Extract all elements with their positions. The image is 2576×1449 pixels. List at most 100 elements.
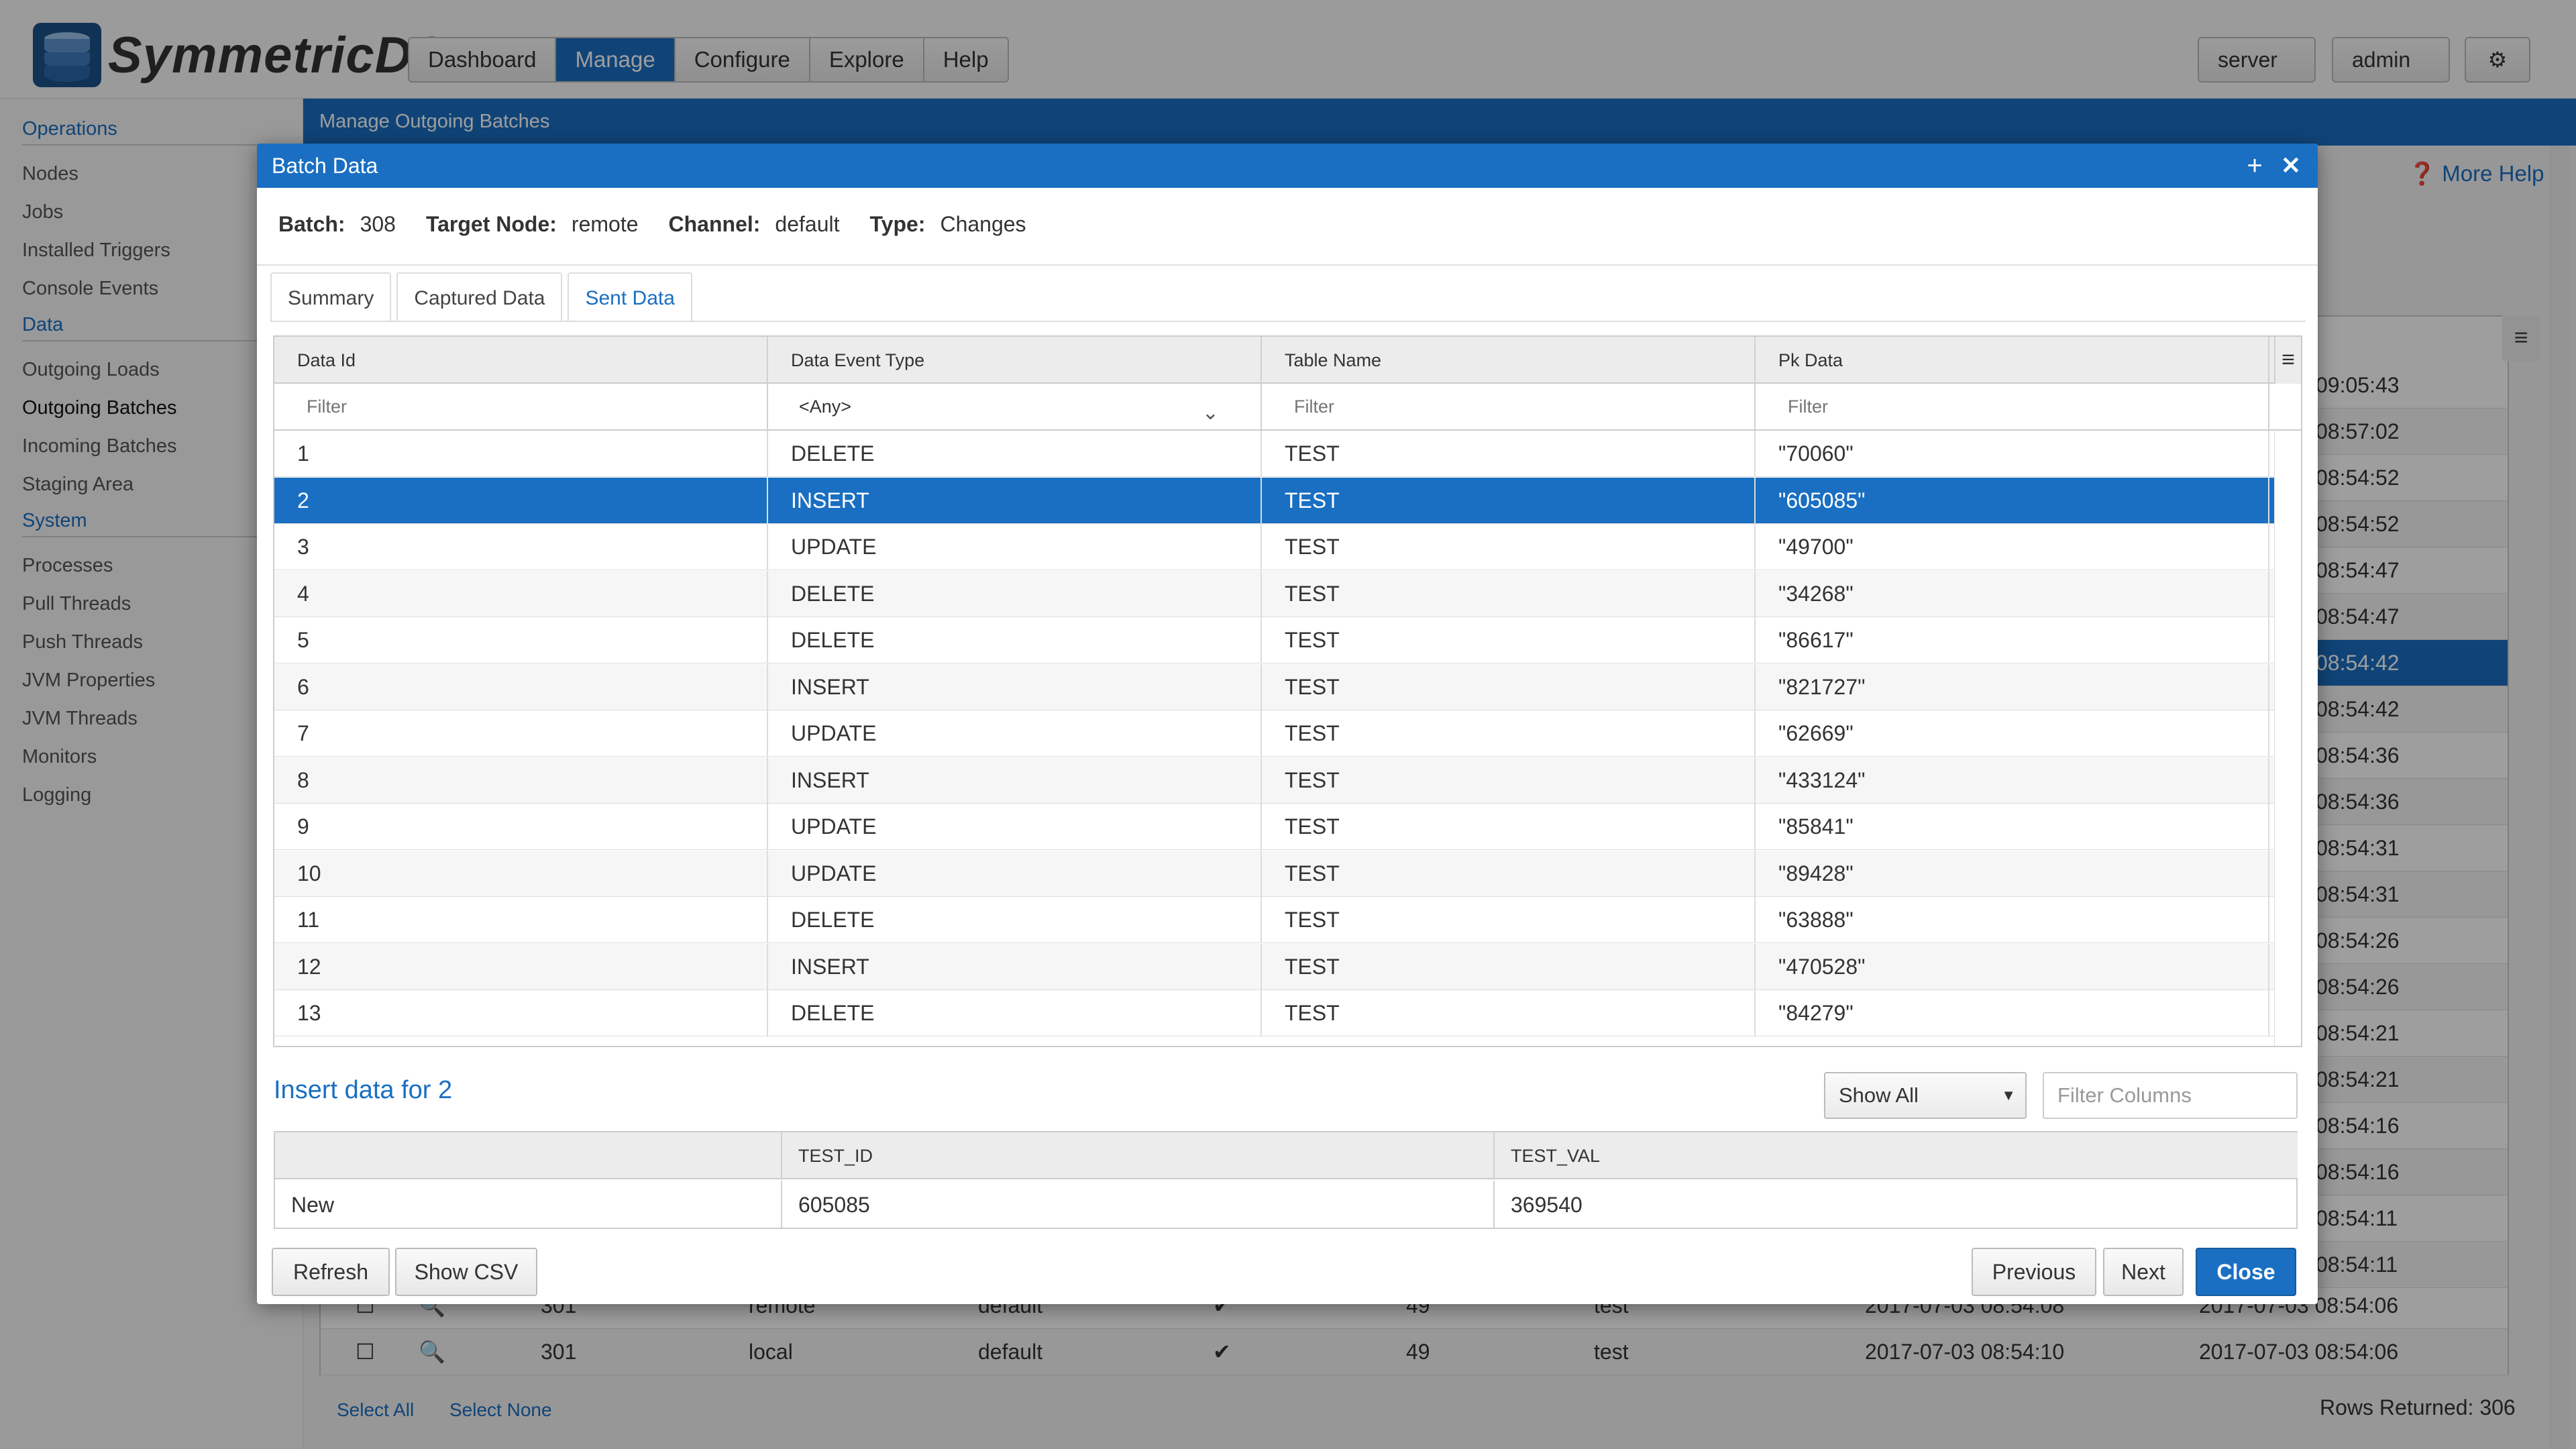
sidebar-item-console-events[interactable]: Console Events	[22, 278, 159, 299]
tab-captured-data[interactable]: Captured Data	[396, 272, 563, 322]
grid-header: Data Id Data Event Type Table Name Pk Da…	[274, 337, 2301, 384]
batch-cell: 301	[541, 1340, 577, 1364]
pk-data-cell: "63888"	[1756, 897, 2269, 943]
column-menu-icon[interactable]: ≡	[2274, 337, 2301, 384]
table-name-cell: TEST	[1262, 943, 1756, 990]
dialog-tabs: Summary Captured Data Sent Data	[270, 272, 698, 322]
select-all-link[interactable]: Select All	[337, 1399, 415, 1420]
table-row[interactable]: 2 INSERT TEST "605085"	[274, 477, 2287, 524]
table-name-cell: TEST	[1262, 617, 1756, 663]
channel-label: Channel:	[668, 212, 761, 236]
table-row[interactable]: 8 INSERT TEST "433124"	[274, 757, 2287, 804]
sidebar-item-nodes[interactable]: Nodes	[22, 163, 78, 184]
grid-scrollbar[interactable]	[2274, 431, 2301, 1046]
table-row[interactable]: 7 UPDATE TEST "62669"	[274, 710, 2287, 757]
event-type-cell: DELETE	[768, 570, 1262, 617]
tab-summary[interactable]: Summary	[270, 272, 392, 322]
table-row[interactable]: 4 DELETE TEST "34268"	[274, 570, 2287, 617]
sidebar-item-outgoing-loads[interactable]: Outgoing Loads	[22, 359, 160, 380]
close-button[interactable]: Close	[2196, 1248, 2296, 1296]
sidebar: Operations Nodes Jobs Installed Triggers…	[0, 99, 303, 1449]
last-update-cell: 08:54:52	[2316, 512, 2400, 536]
last-update-cell: 08:54:11	[2316, 1206, 2398, 1230]
page-scrollbar[interactable]	[2549, 146, 2569, 1449]
table-row[interactable]: 5 DELETE TEST "86617"	[274, 617, 2287, 663]
maximize-icon[interactable]: +	[2247, 151, 2263, 180]
sidebar-item-monitors[interactable]: Monitors	[22, 746, 97, 767]
channel-cell: default	[978, 1340, 1043, 1364]
column-header-table-name[interactable]: Table Name	[1262, 337, 1756, 384]
sidebar-item-outgoing-batches[interactable]: Outgoing Batches	[22, 397, 177, 419]
table-row[interactable]: 12 INSERT TEST "470528"	[274, 943, 2287, 990]
table-row[interactable]: 6 INSERT TEST "821727"	[274, 663, 2287, 710]
table-row[interactable]: 3 UPDATE TEST "49700"	[274, 524, 2287, 570]
close-icon[interactable]: ✕	[2280, 152, 2302, 179]
sidebar-item-pull-threads[interactable]: Pull Threads	[22, 593, 131, 614]
admin-dropdown[interactable]: admin ⌄	[2332, 37, 2450, 115]
table-menu-icon[interactable]: ≡	[2502, 315, 2540, 361]
data-id-filter-input[interactable]	[281, 389, 760, 424]
table-name-cell: TEST	[1262, 524, 1756, 570]
table-row[interactable]: 11 DELETE TEST "63888"	[274, 897, 2287, 943]
nav-manage[interactable]: Manage	[556, 38, 676, 81]
more-help-link[interactable]: ❓ More Help	[2408, 161, 2544, 187]
table-row[interactable]: 13 DELETE TEST "84279"	[274, 990, 2287, 1036]
pk-data-filter-input[interactable]	[1762, 389, 2261, 424]
last-update-cell: 08:54:31	[2316, 836, 2400, 860]
nav-configure[interactable]: Configure	[675, 38, 810, 81]
nav-dashboard[interactable]: Dashboard	[409, 38, 557, 81]
sidebar-item-incoming-batches[interactable]: Incoming Batches	[22, 435, 177, 457]
column-header-data-event-type[interactable]: Data Event Type	[768, 337, 1262, 384]
table-row[interactable]: 10 UPDATE TEST "89428"	[274, 850, 2287, 897]
sidebar-item-installed-triggers[interactable]: Installed Triggers	[22, 239, 170, 261]
select-none-link[interactable]: Select None	[449, 1399, 552, 1420]
sidebar-section-data: Data	[22, 308, 303, 341]
refresh-button[interactable]: Refresh	[272, 1248, 390, 1296]
event-type-filter-select[interactable]: <Any> ⌄	[775, 389, 1254, 424]
magnifier-icon[interactable]: 🔍	[419, 1340, 445, 1364]
settings-button[interactable]: ⚙	[2465, 37, 2530, 83]
last-update-cell: 08:54:47	[2316, 604, 2400, 629]
table-row[interactable]: ☐ 🔍 301 local default ✔ 49 test 2017-07-…	[321, 1329, 2508, 1375]
show-csv-button[interactable]: Show CSV	[395, 1248, 537, 1296]
next-button[interactable]: Next	[2103, 1248, 2184, 1296]
show-all-select[interactable]: Show All ▼	[1824, 1072, 2027, 1119]
table-name-cell: TEST	[1262, 710, 1756, 757]
table-name-cell: TEST	[1262, 804, 1756, 850]
nav-help[interactable]: Help	[924, 38, 1008, 81]
sidebar-item-staging-area[interactable]: Staging Area	[22, 474, 134, 495]
table-name-cell: TEST	[1262, 850, 1756, 897]
tab-sent-data[interactable]: Sent Data	[568, 272, 692, 322]
sidebar-item-jvm-properties[interactable]: JVM Properties	[22, 669, 156, 691]
server-dropdown[interactable]: server ⌄	[2198, 37, 2316, 115]
table-name-filter-input[interactable]	[1269, 389, 1748, 424]
dialog-header[interactable]: Batch Data + ✕	[257, 144, 2318, 188]
nav-explore[interactable]: Explore	[810, 38, 924, 81]
sidebar-item-processes[interactable]: Processes	[22, 555, 113, 576]
previous-button[interactable]: Previous	[1972, 1248, 2096, 1296]
symmetricds-logo-icon	[33, 23, 101, 87]
type-label: Type:	[869, 212, 926, 236]
sidebar-item-jobs[interactable]: Jobs	[22, 201, 64, 223]
sidebar-item-jvm-threads[interactable]: JVM Threads	[22, 708, 138, 729]
event-type-cell: UPDATE	[768, 524, 1262, 570]
batch-info: Batch: 308 Target Node: remote Channel: …	[278, 209, 1057, 239]
table-row[interactable]: 9 UPDATE TEST "85841"	[274, 804, 2287, 850]
event-type-cell: DELETE	[768, 617, 1262, 663]
sidebar-item-push-threads[interactable]: Push Threads	[22, 631, 144, 653]
table-name-cell: TEST	[1262, 663, 1756, 710]
pk-data-cell: "62669"	[1756, 710, 2269, 757]
filter-columns-input[interactable]: Filter Columns	[2043, 1072, 2298, 1119]
tabs-divider	[270, 321, 2306, 322]
top-bar: SymmetricDS Dashboard Manage Configure E…	[0, 0, 2576, 115]
event-type-cell: UPDATE	[768, 710, 1262, 757]
rows-returned-label: Rows Returned: 306	[2320, 1395, 2516, 1419]
sidebar-item-logging[interactable]: Logging	[22, 784, 92, 806]
column-header-pk-data[interactable]: Pk Data	[1756, 337, 2269, 384]
row-checkbox[interactable]: ☐	[356, 1340, 375, 1364]
app-logo[interactable]: SymmetricDS	[33, 23, 447, 87]
target-node-label: Target Node:	[425, 212, 557, 236]
column-header-data-id[interactable]: Data Id	[274, 337, 768, 384]
detail-cell-test-val: 369540	[1511, 1193, 1582, 1217]
table-row[interactable]: 1 DELETE TEST "70060"	[274, 431, 2287, 477]
